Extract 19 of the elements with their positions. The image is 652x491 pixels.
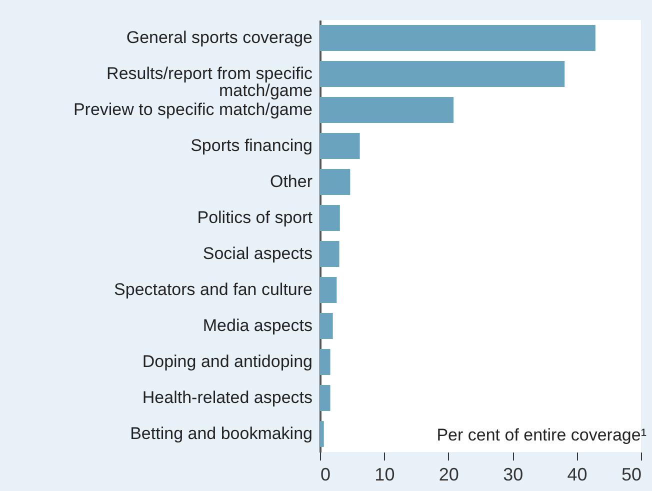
x-axis-title: Per cent of entire coverage¹: [436, 426, 647, 444]
x-tick-label: 0: [320, 464, 331, 484]
x-tick-label: 40: [567, 464, 588, 484]
y-tick-label: Doping and antidoping: [142, 352, 312, 371]
y-tick-label: Betting and bookmaking: [130, 424, 312, 443]
x-tick-label: 50: [621, 464, 642, 484]
x-tick-label: 30: [503, 464, 524, 484]
y-tick-label: Other: [270, 172, 313, 191]
y-tick-label: Media aspects: [202, 316, 312, 335]
y-tick-label: Health-related aspects: [142, 388, 312, 407]
y-tick-label: Spectators and fan culture: [114, 280, 312, 299]
y-tick-label: Results/report from specific match/game: [106, 64, 313, 100]
y-tick-label: Politics of sport: [197, 208, 313, 227]
x-tick-label: 10: [374, 464, 395, 484]
y-tick-label: Sports financing: [190, 136, 312, 155]
y-tick-label: General sports coverage: [126, 28, 312, 47]
x-tick-label: 20: [438, 464, 459, 484]
y-tick-label: Social aspects: [202, 244, 312, 263]
y-tick-label: Preview to specific match/game: [73, 100, 312, 119]
